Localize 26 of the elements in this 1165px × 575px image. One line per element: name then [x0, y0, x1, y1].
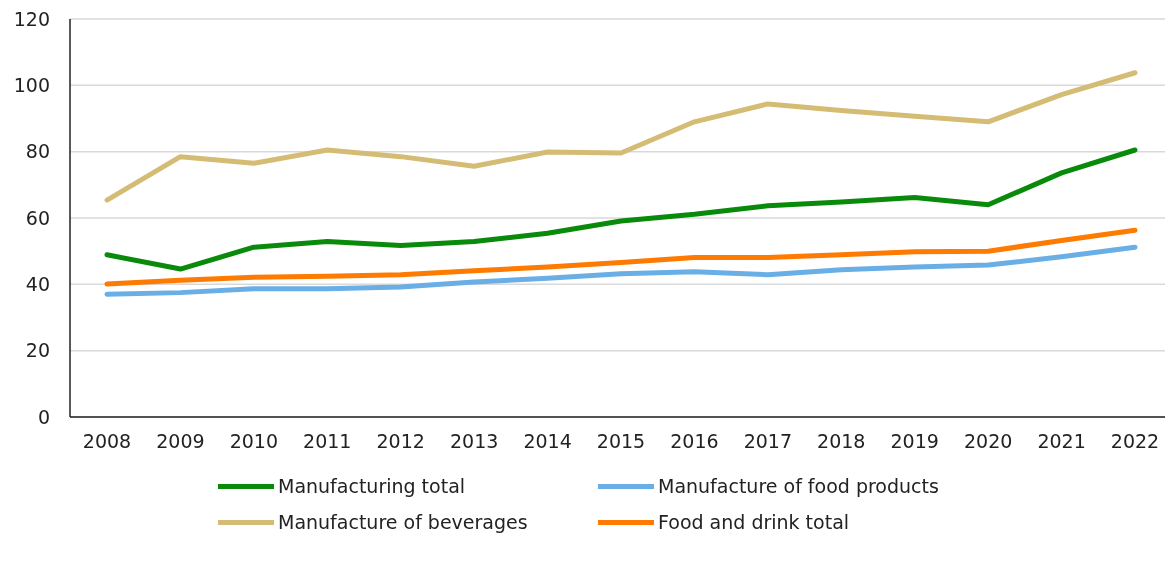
y-tick-label: 80: [25, 140, 50, 163]
x-tick-label: 2008: [82, 430, 132, 453]
y-tick-label: 40: [25, 273, 50, 296]
x-tick-label: 2014: [523, 430, 572, 453]
legend-label: Manufacture of food products: [658, 475, 939, 497]
x-tick-label: 2013: [449, 430, 499, 453]
y-tick-label: 100: [13, 74, 50, 97]
x-tick-label: 2016: [670, 430, 719, 453]
x-tick-label: 2011: [303, 430, 352, 453]
x-tick-label: 2012: [376, 430, 425, 453]
y-tick-label: 120: [13, 7, 50, 30]
legend-label: Manufacturing total: [278, 475, 466, 497]
x-tick-label: 2022: [1110, 430, 1160, 453]
y-tick-label: 60: [25, 206, 50, 229]
x-tick-label: 2015: [596, 430, 646, 453]
x-tick-label: 2010: [229, 430, 279, 453]
y-tick-label: 0: [37, 405, 50, 428]
x-tick-label: 2017: [743, 430, 793, 453]
y-tick-label: 20: [25, 339, 50, 362]
x-tick-label: 2009: [156, 430, 205, 453]
legend-label: Food and drink total: [658, 511, 850, 533]
legend-label: Manufacture of beverages: [278, 511, 528, 533]
x-tick-label: 2019: [890, 430, 939, 453]
x-tick-label: 2020: [963, 430, 1013, 453]
x-tick-label: 2018: [817, 430, 866, 453]
x-tick-label: 2021: [1037, 430, 1086, 453]
